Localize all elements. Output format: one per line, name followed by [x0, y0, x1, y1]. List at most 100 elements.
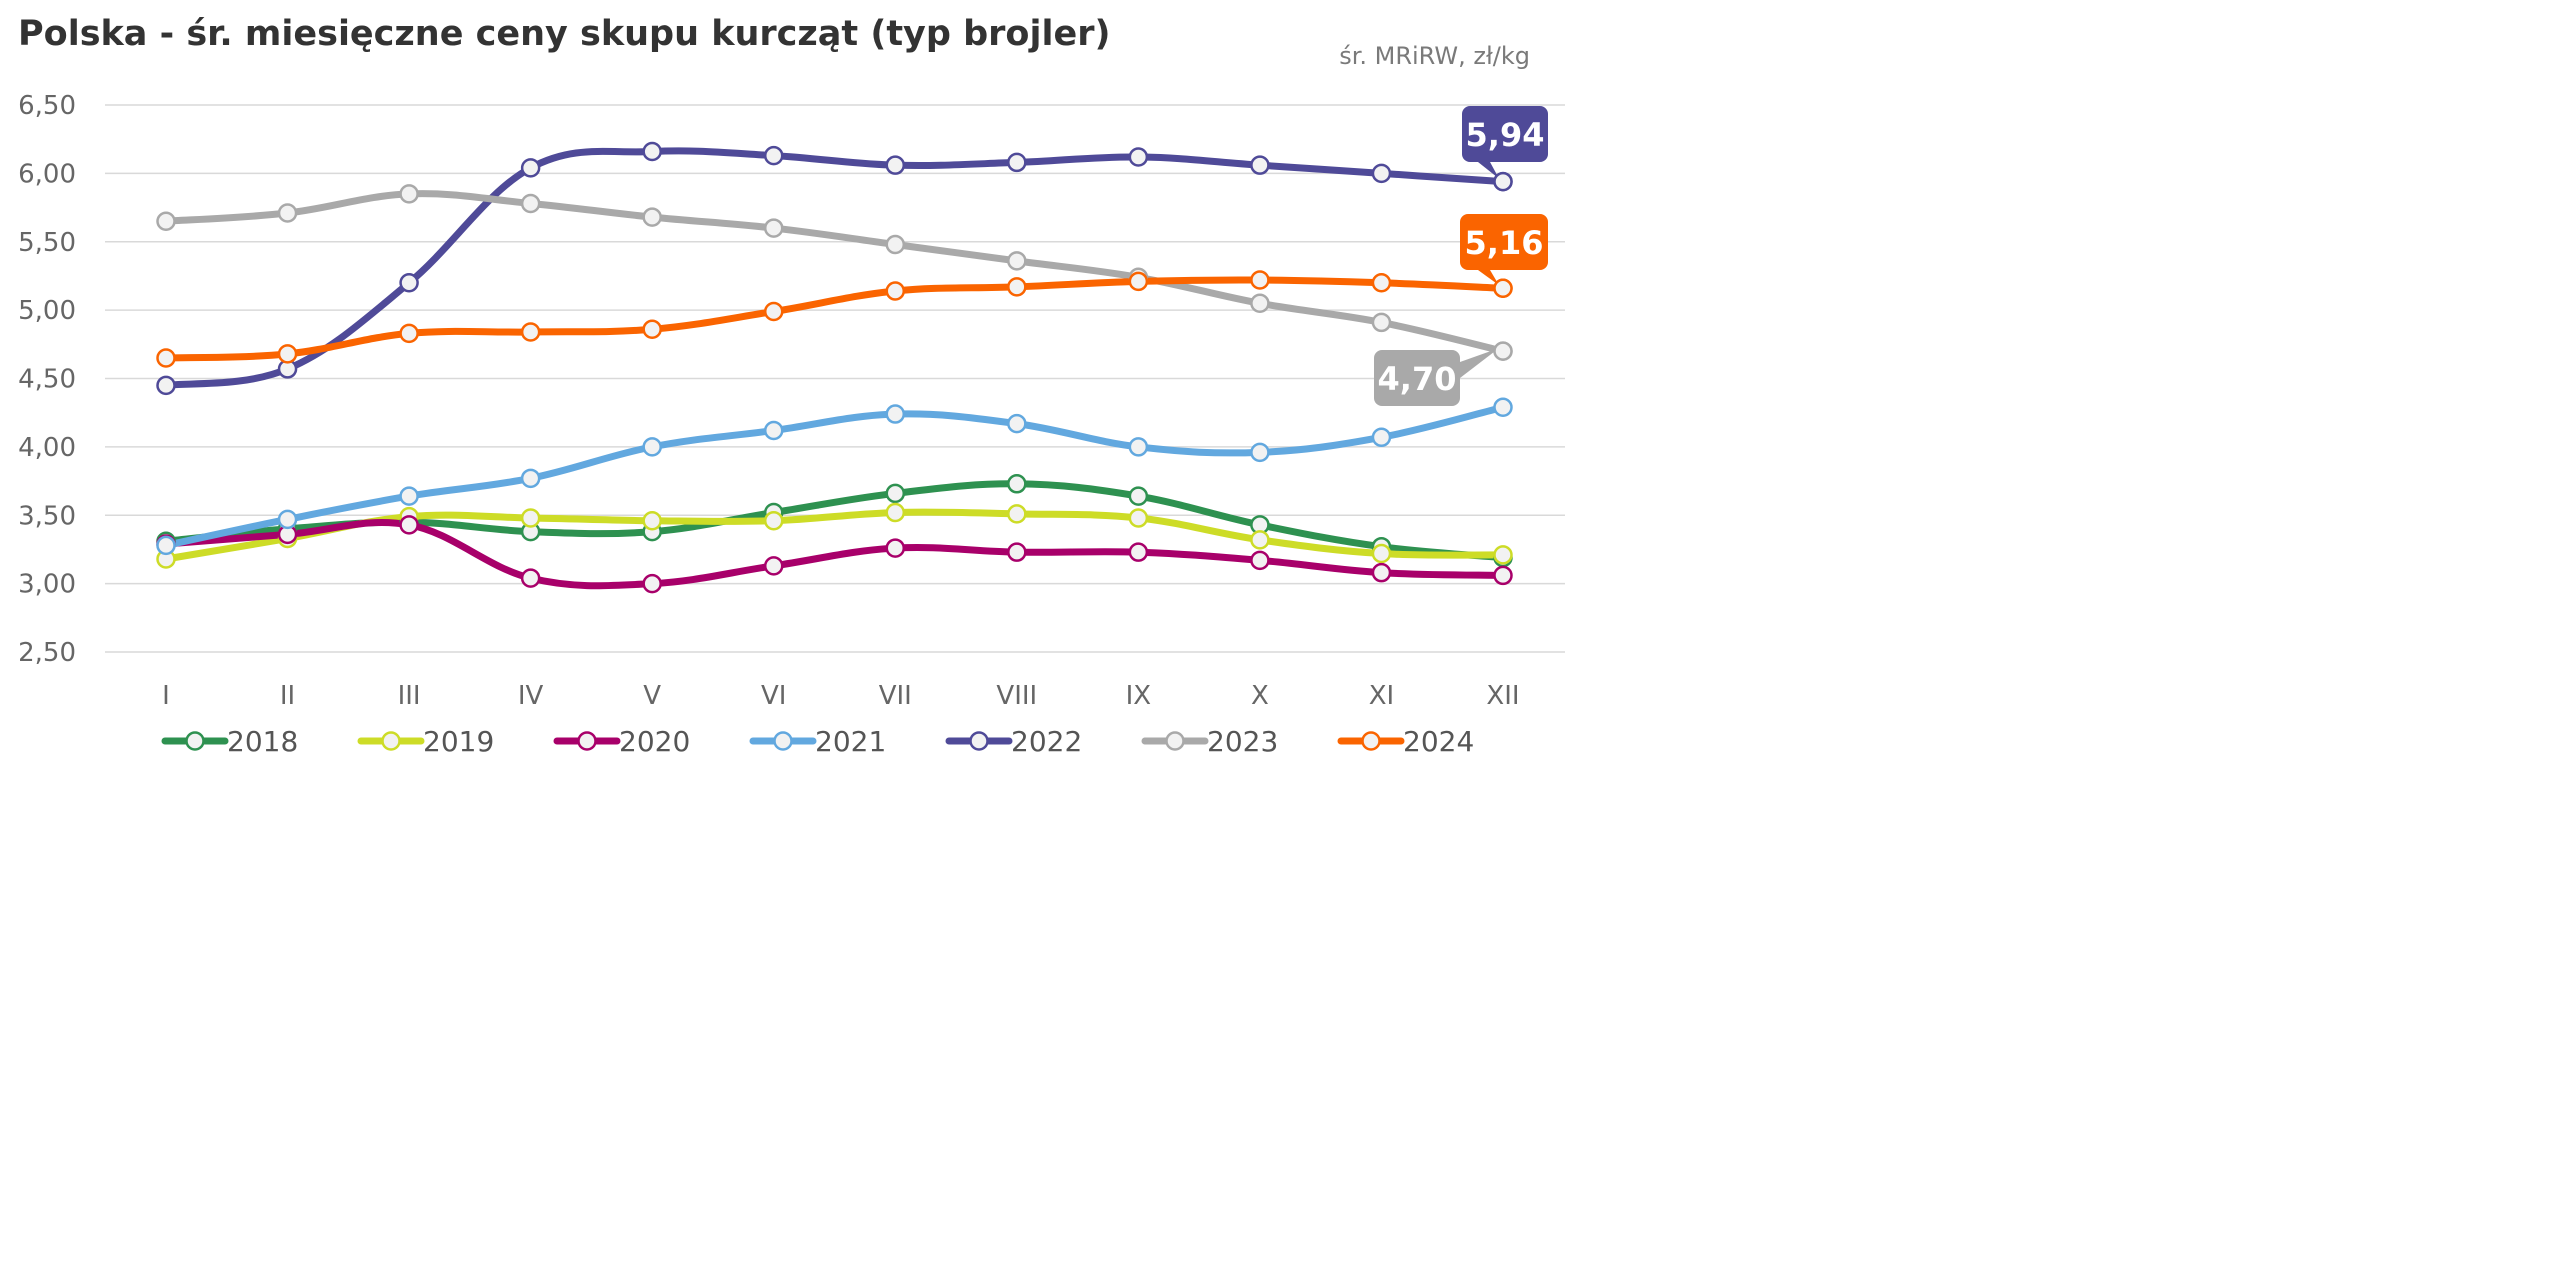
x-tick-label: I — [162, 681, 170, 711]
marker-2021 — [1371, 427, 1392, 448]
x-tick-label: IV — [518, 681, 544, 711]
marker-2022 — [1371, 163, 1392, 184]
legend-label-2021: 2021 — [815, 725, 886, 758]
marker-2021 — [1007, 413, 1027, 434]
marker-2021 — [277, 509, 298, 530]
line-chart: 2,503,003,504,004,505,005,506,006,50 I II… — [18, 91, 1565, 758]
marker-2021 — [885, 404, 906, 424]
marker-2024 — [277, 344, 298, 364]
marker-2023 — [642, 207, 662, 227]
marker-2023 — [1007, 251, 1027, 271]
marker-2024 — [399, 323, 419, 344]
marker-2021 — [156, 535, 176, 556]
callout-tail-2022 — [1478, 162, 1499, 179]
marker-2021 — [1128, 437, 1149, 457]
callout-tail-2023 — [1460, 348, 1499, 378]
marker-2023 — [520, 193, 541, 214]
legend-marker-2019 — [381, 731, 401, 751]
legend-label-2022: 2022 — [1011, 725, 1082, 758]
chart-title: Polska - śr. miesięczne ceny skupu kurcz… — [18, 14, 1111, 54]
legend-marker-2020 — [577, 731, 597, 751]
y-tick-label: 5,50 — [18, 228, 76, 258]
series-line-2023 — [162, 190, 1507, 355]
legend-label-2024: 2024 — [1403, 725, 1474, 758]
callout-box-2024 — [1460, 214, 1548, 270]
marker-2020 — [520, 568, 541, 588]
callout-box-2022 — [1462, 106, 1548, 162]
marker-2020 — [1128, 542, 1149, 562]
marker-2018 — [1007, 474, 1027, 494]
legend-label-2018: 2018 — [227, 725, 298, 758]
y-tick-label: 3,00 — [18, 570, 76, 600]
marker-2020 — [642, 573, 662, 594]
x-tick-label: XII — [1486, 681, 1519, 711]
value-callouts: 5,94 5,16 4,70 — [1374, 106, 1548, 406]
series-lines — [162, 147, 1507, 590]
y-tick-label: 6,50 — [18, 91, 76, 121]
x-tick-label: VII — [879, 681, 912, 711]
marker-2022 — [1128, 147, 1149, 167]
callout-box-2023 — [1374, 350, 1460, 406]
x-tick-label: X — [1251, 681, 1269, 711]
y-tick-label: 3,50 — [18, 501, 76, 531]
callout-tail-2024 — [1478, 270, 1499, 286]
marker-2024 — [520, 322, 541, 342]
marker-2024 — [156, 348, 176, 368]
series-line-2019 — [162, 508, 1507, 563]
marker-2024 — [642, 319, 662, 340]
x-tick-label: IX — [1126, 681, 1151, 711]
marker-2020 — [1007, 542, 1027, 562]
marker-2018 — [1128, 486, 1149, 506]
legend-marker-2023 — [1165, 731, 1185, 751]
marker-2024 — [1128, 271, 1149, 292]
marker-2020 — [1250, 550, 1270, 571]
legend-label-2020: 2020 — [619, 725, 690, 758]
marker-2021 — [763, 420, 784, 441]
x-axis: I II III IV V VI VII VIII IX X XI XII — [162, 681, 1519, 711]
y-tick-label: 2,50 — [18, 638, 76, 668]
marker-2023 — [1250, 293, 1270, 314]
marker-2024 — [1250, 270, 1270, 290]
marker-2022 — [1007, 152, 1027, 173]
x-tick-label: III — [398, 681, 421, 711]
series-line-2020 — [162, 519, 1507, 590]
x-tick-label: V — [643, 681, 661, 711]
marker-2021 — [1250, 442, 1270, 463]
marker-2022-last — [1493, 171, 1513, 192]
legend-marker-2021 — [773, 731, 793, 751]
y-tick-label: 6,00 — [18, 159, 76, 189]
marker-2021 — [1493, 397, 1513, 417]
marker-2023 — [277, 203, 298, 223]
series-line-2021 — [162, 403, 1507, 549]
series-line-2022 — [162, 147, 1507, 389]
marker-2021 — [520, 468, 541, 489]
marker-2022 — [1250, 155, 1270, 175]
callout-label-2024: 5,16 — [1465, 224, 1544, 262]
marker-2019 — [885, 502, 906, 523]
marker-2024 — [1007, 277, 1027, 297]
y-tick-label: 5,00 — [18, 296, 76, 326]
marker-2019 — [1007, 504, 1027, 524]
y-tick-label: 4,00 — [18, 433, 76, 463]
marker-2023-last — [1493, 341, 1513, 361]
legend-label-2023: 2023 — [1207, 725, 1278, 758]
x-tick-label: XI — [1369, 681, 1394, 711]
marker-2023 — [1371, 312, 1392, 333]
marker-2023 — [885, 234, 906, 255]
marker-2020 — [399, 515, 419, 535]
marker-2022 — [885, 155, 906, 175]
marker-2018 — [885, 483, 906, 504]
marker-2023 — [399, 184, 419, 204]
callout-label-2022: 5,94 — [1466, 116, 1545, 154]
marker-2019 — [520, 508, 541, 528]
marker-2019 — [642, 510, 662, 531]
x-tick-label: II — [280, 681, 295, 711]
marker-2019 — [1128, 508, 1149, 528]
marker-2024-last — [1493, 278, 1513, 298]
x-tick-label: VIII — [996, 681, 1037, 711]
legend-marker-2018 — [185, 731, 205, 751]
marker-2023 — [763, 218, 784, 238]
marker-2024 — [1371, 273, 1392, 293]
legend-label-2019: 2019 — [423, 725, 494, 758]
unit-note: śr. MRiRW, zł/kg — [1339, 42, 1530, 70]
